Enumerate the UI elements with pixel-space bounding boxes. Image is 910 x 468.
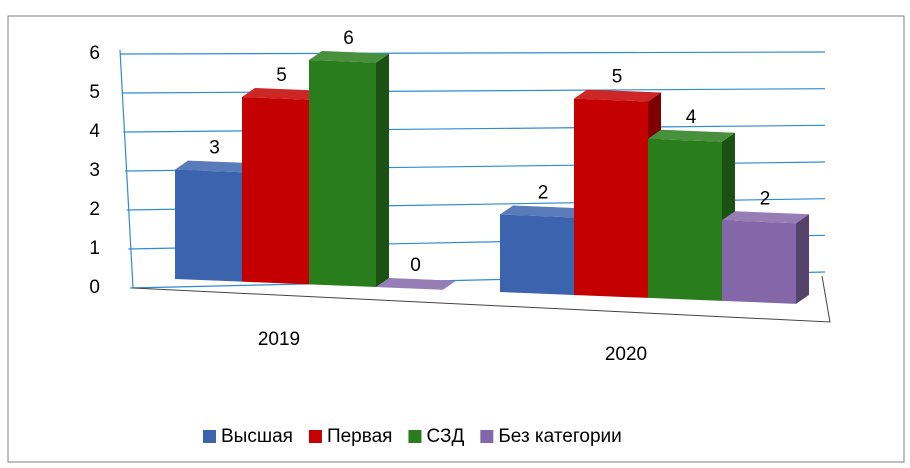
bar-top — [722, 211, 809, 224]
legend-swatch — [408, 430, 422, 443]
bar-top-shade — [309, 50, 389, 63]
bar — [722, 211, 809, 304]
data-label: 6 — [343, 28, 354, 49]
grid-line — [119, 51, 826, 55]
bar — [648, 129, 735, 301]
y-tick-label: 0 — [89, 277, 100, 298]
bar-top — [500, 205, 587, 218]
bar-front — [309, 59, 376, 288]
bar-top — [648, 129, 735, 142]
bar-top-shade — [175, 160, 255, 173]
bar-front — [648, 138, 722, 301]
bar-front — [175, 169, 242, 282]
bar-front — [242, 97, 309, 285]
floor — [132, 275, 831, 323]
axis-line — [119, 49, 134, 289]
x-tick-label: 2020 — [605, 344, 647, 365]
bar-front — [574, 98, 648, 298]
y-tick-label: 4 — [89, 121, 100, 142]
legend-swatch — [480, 430, 494, 443]
bar-top — [175, 160, 255, 173]
y-tick-label: 1 — [89, 238, 100, 259]
bar-top-shade — [376, 278, 456, 290]
bar-side — [376, 53, 389, 288]
legend-label: Без категории — [498, 426, 621, 447]
bar-side-shade — [796, 214, 809, 304]
data-label: 5 — [612, 67, 623, 88]
data-label: 2 — [538, 182, 549, 203]
bar-top — [309, 50, 389, 63]
bar-top-shade — [500, 205, 587, 218]
bar-front — [722, 220, 796, 304]
bar-top — [574, 89, 661, 102]
data-label: 3 — [209, 138, 220, 159]
bar-top-shade — [648, 129, 735, 142]
bar-top-shade — [242, 88, 322, 100]
grid-line — [123, 124, 826, 133]
grid-line — [121, 88, 826, 94]
data-label: 5 — [276, 65, 287, 86]
data-label: 4 — [686, 107, 697, 128]
y-tick-label: 5 — [89, 82, 100, 103]
y-tick-label: 6 — [89, 43, 100, 64]
bar — [376, 278, 456, 290]
bar — [574, 89, 661, 298]
bar-front — [500, 214, 574, 295]
y-tick-label: 3 — [89, 160, 100, 181]
legend-swatch — [308, 430, 322, 443]
y-tick-label: 2 — [89, 199, 100, 220]
legend-label: Высшая — [221, 426, 293, 447]
data-label: 0 — [410, 255, 421, 276]
bar-side — [796, 214, 809, 304]
bar-top — [242, 88, 322, 100]
bar-top-shade — [722, 211, 809, 224]
bar-side-shade — [376, 53, 389, 288]
bar-top — [376, 278, 456, 290]
x-tick-label: 2019 — [258, 329, 300, 350]
legend-swatch — [203, 430, 216, 443]
bar — [309, 50, 389, 288]
legend-label: СЗД — [426, 426, 464, 447]
data-label: 2 — [760, 188, 771, 209]
bar-top-shade — [574, 89, 661, 102]
legend-label: Первая — [327, 426, 393, 447]
bar — [500, 205, 587, 295]
